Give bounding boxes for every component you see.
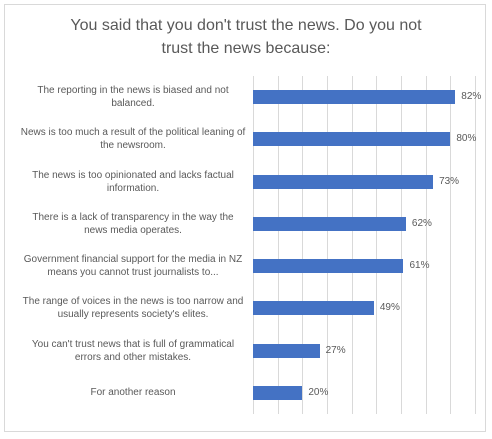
category-label: The news is too opinionated and lacks fa… <box>32 169 234 194</box>
value-label: 20% <box>308 386 329 398</box>
grid-line <box>327 76 328 414</box>
grid-line <box>475 76 476 414</box>
grid-line <box>376 76 378 414</box>
bar <box>253 90 456 105</box>
grid-line <box>401 76 402 414</box>
grid-line <box>253 76 254 414</box>
grid-line <box>425 76 427 414</box>
bar <box>253 174 434 189</box>
chart-title: You said that you don't trust the news. … <box>70 17 422 57</box>
bar <box>253 301 374 316</box>
bar <box>253 343 320 358</box>
grid-line <box>450 76 452 414</box>
category-label: There is a lack of transparency in the w… <box>32 211 234 236</box>
grid-line <box>351 76 353 414</box>
bar <box>253 259 404 274</box>
bar <box>253 132 451 147</box>
bar <box>253 216 406 231</box>
value-label: 73% <box>439 175 460 187</box>
category-label: News is too much a result of the politic… <box>20 127 246 152</box>
value-label: 62% <box>411 217 432 229</box>
value-label: 49% <box>379 302 400 314</box>
category-label: Government financial support for the med… <box>23 254 243 279</box>
value-label: 27% <box>325 344 346 356</box>
category-label: The range of voices in the news is too n… <box>22 296 244 321</box>
value-label: 61% <box>409 260 430 272</box>
category-label: The reporting in the news is biased and … <box>37 85 229 110</box>
value-label: 80% <box>456 133 477 145</box>
value-label: 82% <box>461 91 482 103</box>
bar <box>253 385 303 400</box>
grid-line <box>277 76 279 414</box>
chart-frame <box>4 4 486 432</box>
grid-line <box>302 76 304 414</box>
category-label: For another reason <box>90 387 176 399</box>
category-label: You can't trust news that is full of gra… <box>31 338 235 363</box>
